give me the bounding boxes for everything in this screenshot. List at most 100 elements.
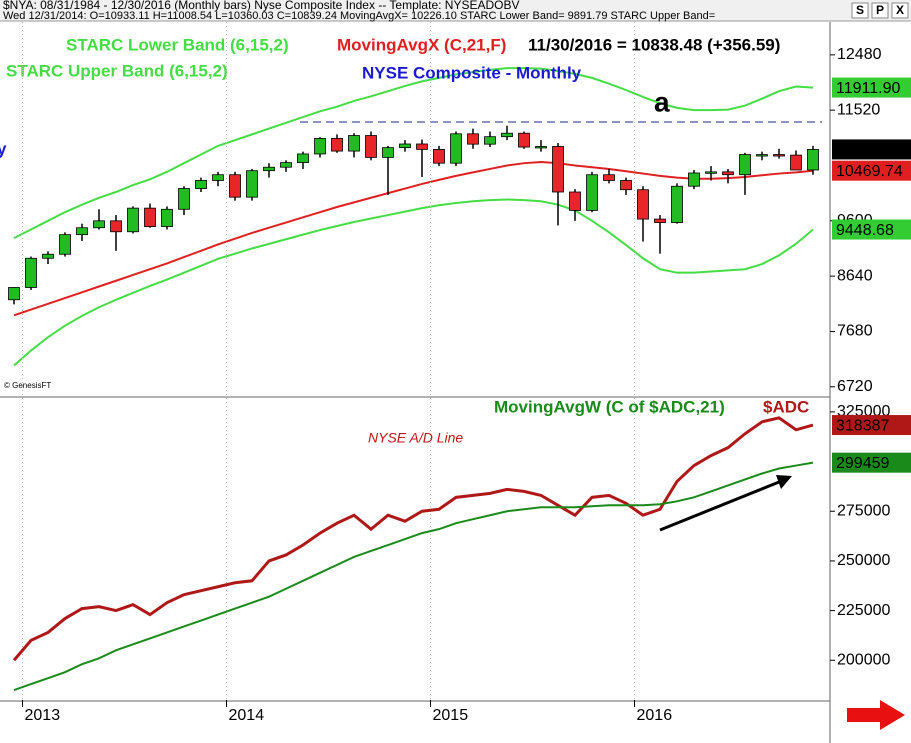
watermark: © GenesisFT xyxy=(4,381,51,390)
candle-body xyxy=(535,146,547,149)
title-bar xyxy=(0,0,911,21)
y-tick-label: 12480 xyxy=(837,46,882,63)
candle-body xyxy=(93,220,105,229)
candle-body xyxy=(297,153,309,164)
candle-body xyxy=(705,171,717,174)
candle-body xyxy=(807,149,819,171)
candle-body xyxy=(399,143,411,149)
y-tick-label: 11520 xyxy=(837,101,880,118)
candle-body xyxy=(552,146,564,193)
series-line xyxy=(13,67,814,239)
window-button[interactable] xyxy=(851,2,869,19)
candle-body xyxy=(416,143,428,150)
value-box xyxy=(832,415,911,436)
candle-body xyxy=(382,147,394,158)
window-button-label[interactable]: S xyxy=(856,3,864,17)
candle-body xyxy=(25,257,37,288)
value-box xyxy=(832,139,911,160)
series-line xyxy=(13,461,814,692)
candle-body xyxy=(790,154,802,171)
info-line: Wed 12/31/2014: O=10933.11 H=11008.54 L=… xyxy=(3,10,715,22)
value-box-label: 10469.74 xyxy=(836,163,903,180)
y-tick-label: 6720 xyxy=(837,378,873,395)
candle-body xyxy=(637,189,649,220)
chart-title: NYSE A/D Line xyxy=(368,430,463,446)
y-tick-label: 8640 xyxy=(837,267,873,284)
value-box-label: 10838.48 xyxy=(836,142,903,159)
window-button-label[interactable]: P xyxy=(876,3,884,17)
value-box xyxy=(832,219,911,240)
candle-body xyxy=(212,174,224,181)
candle-body xyxy=(8,287,20,301)
window-button[interactable] xyxy=(891,2,909,19)
candle-body xyxy=(433,149,445,164)
candle-body xyxy=(739,154,751,176)
candle-body xyxy=(756,154,768,157)
candle-body xyxy=(59,234,71,255)
candle-body xyxy=(246,170,258,198)
y-tick-label: 200000 xyxy=(837,651,890,668)
chart-title: NYSE Composite - Monthly xyxy=(362,63,582,82)
x-tick-label: 2016 xyxy=(637,707,673,724)
candle-body xyxy=(144,207,156,227)
candle-body xyxy=(688,172,700,187)
candle-body xyxy=(110,220,122,233)
candle-body xyxy=(161,208,173,227)
y-tick-label: 225000 xyxy=(837,602,890,619)
x-tick-label: 2013 xyxy=(25,707,61,724)
candle-body xyxy=(467,133,479,145)
legend-entry: STARC Lower Band (6,15,2) xyxy=(66,35,289,54)
trend-arrow xyxy=(659,478,785,532)
scroll-arrow[interactable] xyxy=(847,700,905,730)
legend-entry: $ADC xyxy=(763,397,809,416)
value-box-label: 9448.68 xyxy=(836,222,894,239)
value-box-label: 11911.90 xyxy=(836,80,900,97)
candle-body xyxy=(280,162,292,168)
trend-arrow-head xyxy=(776,475,792,489)
y-tick-label: 250000 xyxy=(837,552,890,569)
legend-entry: MovingAvgX (C,21,F) xyxy=(337,35,506,54)
candle-body xyxy=(671,185,683,223)
candle-body xyxy=(229,174,241,198)
value-box-label: 299459 xyxy=(836,455,889,472)
value-box-label: 318387 xyxy=(836,417,889,434)
y-tick-label: 275000 xyxy=(837,502,890,519)
value-box xyxy=(832,160,911,181)
candle-body xyxy=(314,138,326,155)
candle-body xyxy=(501,132,513,138)
candle-body xyxy=(331,138,343,152)
candle-body xyxy=(263,166,275,172)
x-tick-label: 2014 xyxy=(229,707,265,724)
candle-body xyxy=(773,154,785,157)
legend-entry: MovingAvgW (C of $ADC,21) xyxy=(494,397,725,416)
candle-body xyxy=(450,133,462,164)
candle-body xyxy=(722,171,734,176)
candle-body xyxy=(518,132,530,148)
window-button[interactable] xyxy=(871,2,889,19)
value-box xyxy=(832,77,911,98)
candle-body xyxy=(127,207,139,233)
series-line xyxy=(12,416,814,662)
y-tick-label: 7680 xyxy=(837,323,873,340)
series-line xyxy=(13,161,814,317)
legend-entry: STARC Upper Band (6,15,2) xyxy=(6,61,228,80)
symbol-line: $NYA: 08/31/1984 - 12/30/2016 (Monthly b… xyxy=(3,0,519,12)
value-box xyxy=(832,452,911,473)
candle-body xyxy=(569,191,581,211)
candle-body xyxy=(348,135,360,152)
last-label: 11/30/2016 = 10838.48 (+356.59) xyxy=(528,35,780,54)
cut-label: y xyxy=(0,139,7,158)
candle-body xyxy=(654,218,666,223)
candle-body xyxy=(620,180,632,191)
candle-body xyxy=(178,188,190,210)
candle-body xyxy=(484,136,496,145)
candle-body xyxy=(76,227,88,236)
series-line xyxy=(13,198,814,367)
annotation: a xyxy=(654,86,670,117)
candle-body xyxy=(365,135,377,158)
window-button-label[interactable]: X xyxy=(896,3,904,17)
candle-body xyxy=(586,174,598,211)
candle-body xyxy=(603,174,615,181)
